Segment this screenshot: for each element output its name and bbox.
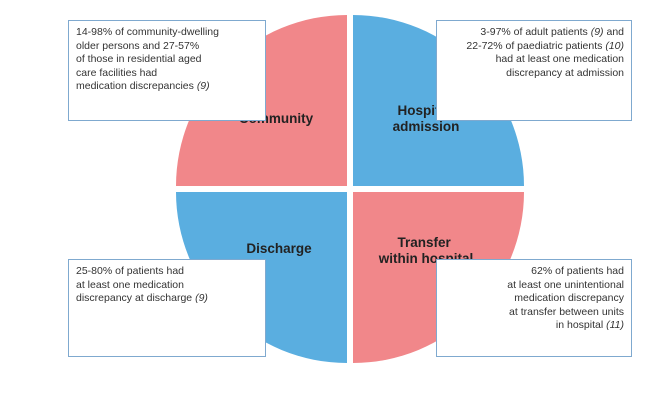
label-discharge: Discharge <box>246 241 312 256</box>
note-transfer-line3: medication discrepancy <box>514 292 624 305</box>
note-community-line1: 14-98% of community-dwelling <box>76 26 219 38</box>
note-community-line4: care facilities had <box>76 66 158 79</box>
note-discharge: 25-80% of patients had at least one medi… <box>68 259 266 357</box>
note-transfer-line5: in hospital (11) <box>555 319 624 332</box>
note-transfer-reference: (11) <box>606 319 624 332</box>
note-discharge-reference: (9) <box>195 292 208 305</box>
note-transfer: 62% of patients had at least one uninten… <box>436 259 632 357</box>
note-discharge-line3: discrepancy at discharge (9) <box>76 292 208 305</box>
note-transfer-line2: at least one unintentional <box>507 278 624 291</box>
note-community-line3: of those in residential aged <box>76 53 202 66</box>
note-community: 14-98% of community-dwelling older perso… <box>68 20 266 121</box>
note-community-reference: (9) <box>196 80 210 93</box>
note-admission-line1: 3-97% of adult patients (9) and <box>480 26 624 38</box>
note-admission-line3: had at least one medication <box>495 53 624 66</box>
note-admission-line2: 22-72% of paediatric patients (10) <box>466 39 624 52</box>
note-community-line2: older persons and 27-57% <box>76 39 200 52</box>
note-discharge-line1: 25-80% of patients had <box>76 265 184 277</box>
note-discharge-line2: at least one medication <box>76 278 184 291</box>
note-admission-reference-paediatric: (10) <box>605 39 624 52</box>
note-community-line5: medication discrepancies (9) <box>76 80 210 93</box>
note-transfer-line1: 62% of patients had <box>531 265 624 277</box>
note-transfer-line4: at transfer between units <box>509 305 624 318</box>
note-admission: 3-97% of adult patients (9) and 22-72% o… <box>436 20 632 121</box>
note-admission-reference-adult: (9) <box>590 26 604 38</box>
note-admission-line4: discrepancy at admission <box>506 66 624 79</box>
